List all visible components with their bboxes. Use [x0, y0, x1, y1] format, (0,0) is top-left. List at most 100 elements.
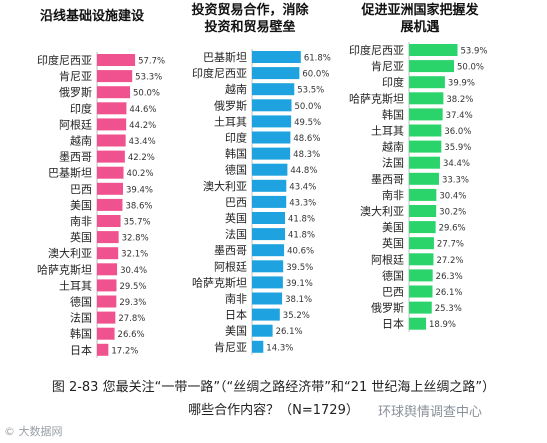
value-label: 35.9%: [444, 143, 471, 153]
category-label: 墨西哥: [371, 173, 404, 186]
bar: [97, 54, 136, 66]
category-label: 澳大利亚: [360, 204, 404, 218]
bar: [409, 188, 437, 201]
category-label: 美国: [382, 221, 404, 234]
bar: [97, 182, 124, 195]
bar: [97, 279, 117, 292]
category-label: 俄罗斯: [371, 302, 404, 315]
bar: [97, 198, 123, 211]
value-label: 61.8%: [304, 54, 331, 64]
chart-title: 投资贸易合作，消除: [191, 2, 309, 18]
category-label: 德国: [382, 268, 404, 282]
bar: [409, 140, 442, 153]
category-label: 土耳其: [371, 125, 404, 138]
value-label: 53.5%: [297, 86, 324, 96]
bar: [252, 340, 264, 353]
bar: [97, 134, 126, 147]
category-label: 印度: [225, 131, 247, 145]
value-label: 29.6%: [439, 224, 466, 234]
category-label: 澳大利亚: [48, 246, 92, 260]
category-label: 印度尼西亚: [192, 66, 247, 80]
bar: [252, 228, 286, 241]
category-label: 美国: [225, 325, 247, 338]
category-label: 墨西哥: [214, 244, 247, 257]
bar: [409, 156, 440, 169]
category-label: 越南: [70, 134, 92, 148]
value-label: 38.2%: [446, 95, 473, 105]
category-label: 阿根廷: [214, 259, 247, 273]
bar: [97, 263, 118, 276]
category-label: 法国: [382, 156, 404, 170]
value-label: 44.6%: [129, 105, 156, 115]
value-label: 43.4%: [289, 182, 316, 192]
category-label: 巴西: [225, 196, 247, 209]
bar: [409, 269, 433, 282]
category-label: 土耳其: [214, 115, 247, 128]
value-label: 17.2%: [111, 346, 138, 356]
category-label: 俄罗斯: [59, 86, 92, 99]
figure-caption-line2: 哪些合作内容？（N=1729）: [188, 403, 359, 418]
value-label: 41.8%: [288, 215, 315, 225]
bar: [409, 285, 433, 298]
bar: [409, 76, 445, 89]
category-label: 阿根廷: [59, 117, 92, 131]
value-label: 38.1%: [285, 295, 312, 305]
bar: [252, 324, 273, 337]
category-label: 土耳其: [59, 279, 92, 292]
bar: [409, 108, 443, 121]
category-label: 巴基斯坦: [203, 50, 247, 64]
category-label: 印度: [70, 101, 92, 115]
value-label: 39.9%: [448, 79, 475, 89]
category-label: 阿根廷: [371, 252, 404, 266]
value-label: 26.1%: [435, 288, 462, 298]
bar: [252, 51, 301, 63]
value-label: 26.1%: [276, 327, 303, 337]
value-label: 30.4%: [120, 266, 147, 276]
category-label: 德国: [225, 163, 247, 177]
category-label: 南非: [382, 189, 404, 202]
category-label: 肯尼亚: [59, 70, 92, 83]
category-label: 英国: [70, 230, 92, 244]
chart-title: 展机遇: [400, 19, 439, 35]
value-label: 41.8%: [288, 231, 315, 241]
category-label: 哈萨克斯坦: [192, 275, 247, 289]
bar: [409, 44, 458, 56]
category-label: 法国: [225, 227, 247, 241]
category-label: 韩国: [382, 107, 404, 121]
value-label: 26.3%: [436, 272, 463, 282]
category-label: 印度: [382, 75, 404, 89]
value-label: 14.3%: [266, 343, 293, 353]
category-label: 日本: [382, 317, 404, 331]
value-label: 48.3%: [293, 150, 320, 160]
value-label: 37.4%: [446, 111, 473, 121]
bar: [252, 163, 288, 176]
value-label: 50.0%: [295, 102, 322, 112]
category-label: 巴基斯坦: [48, 166, 92, 180]
bar: [409, 221, 436, 234]
category-label: 南非: [225, 293, 247, 306]
value-label: 27.7%: [437, 240, 464, 250]
value-label: 48.6%: [293, 134, 320, 144]
value-label: 39.1%: [286, 279, 313, 289]
category-label: 韩国: [70, 327, 92, 341]
value-label: 40.6%: [287, 247, 314, 257]
category-label: 韩国: [225, 147, 247, 161]
value-label: 49.5%: [294, 118, 321, 128]
category-label: 美国: [70, 199, 92, 212]
bar: [97, 215, 121, 227]
bar: [252, 292, 283, 305]
bar: [409, 253, 434, 266]
value-label: 53.3%: [135, 73, 162, 83]
value-label: 50.0%: [457, 63, 484, 73]
bar: [252, 115, 292, 128]
bar: [97, 327, 115, 340]
value-label: 53.9%: [461, 47, 488, 57]
bar: [252, 179, 287, 192]
category-label: 南非: [70, 215, 92, 228]
bar: [97, 247, 119, 260]
value-label: 43.4%: [129, 137, 156, 147]
value-label: 38.6%: [125, 201, 152, 211]
category-label: 澳大利亚: [203, 179, 247, 193]
